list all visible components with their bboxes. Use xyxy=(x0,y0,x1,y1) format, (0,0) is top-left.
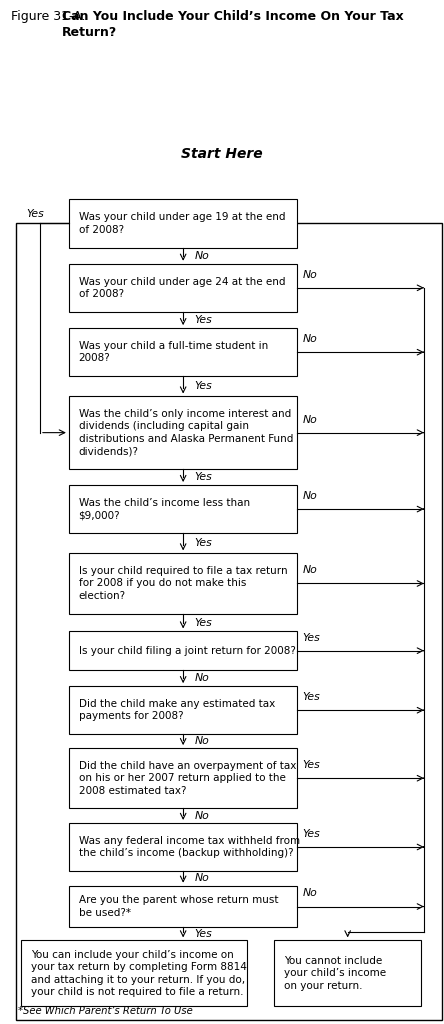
Text: Yes: Yes xyxy=(194,381,212,391)
Text: Is your child required to file a tax return
for 2008 if you do not make this
ele: Is your child required to file a tax ret… xyxy=(79,566,287,601)
Text: Yes: Yes xyxy=(303,829,321,839)
Text: No: No xyxy=(194,736,209,746)
Text: Was the child’s only income interest and
dividends (including capital gain
distr: Was the child’s only income interest and… xyxy=(79,409,293,457)
Text: *See Which Parent’s Return To Use: *See Which Parent’s Return To Use xyxy=(18,1006,193,1016)
Bar xyxy=(69,396,297,469)
Text: Start Here: Start Here xyxy=(181,147,263,161)
Bar xyxy=(69,686,297,734)
Bar xyxy=(69,485,297,534)
Text: Did the child make any estimated tax
payments for 2008?: Did the child make any estimated tax pay… xyxy=(79,699,275,722)
Text: Was the child’s income less than
$9,000?: Was the child’s income less than $9,000? xyxy=(79,498,250,520)
Text: Yes: Yes xyxy=(194,929,212,939)
Bar xyxy=(69,200,297,248)
Text: Yes: Yes xyxy=(194,315,212,325)
Text: No: No xyxy=(194,873,209,884)
Bar xyxy=(69,632,297,670)
Bar xyxy=(69,886,297,928)
Text: Yes: Yes xyxy=(27,209,44,219)
Text: Yes: Yes xyxy=(303,760,321,770)
Text: No: No xyxy=(303,269,317,280)
Text: Yes: Yes xyxy=(303,633,321,643)
Bar xyxy=(69,748,297,808)
Bar xyxy=(69,823,297,871)
Bar xyxy=(69,328,297,376)
Text: Yes: Yes xyxy=(194,472,212,482)
Bar xyxy=(274,940,421,1007)
Text: You cannot include
your child’s income
on your return.: You cannot include your child’s income o… xyxy=(284,956,386,990)
Bar xyxy=(21,940,247,1007)
Bar xyxy=(69,553,297,613)
Text: Was your child a full-time student in
2008?: Was your child a full-time student in 20… xyxy=(79,341,268,364)
Text: Was your child under age 24 at the end
of 2008?: Was your child under age 24 at the end o… xyxy=(79,276,285,299)
Text: Yes: Yes xyxy=(303,692,321,702)
Text: No: No xyxy=(303,492,317,501)
Text: Was your child under age 19 at the end
of 2008?: Was your child under age 19 at the end o… xyxy=(79,212,285,234)
Text: No: No xyxy=(303,334,317,344)
Text: Yes: Yes xyxy=(194,539,212,548)
Text: Did the child have an overpayment of tax
on his or her 2007 return applied to th: Did the child have an overpayment of tax… xyxy=(79,761,296,796)
Text: Yes: Yes xyxy=(194,617,212,628)
Bar xyxy=(69,264,297,312)
Text: No: No xyxy=(303,415,317,425)
Text: Was any federal income tax withheld from
the child’s income (backup withholding): Was any federal income tax withheld from… xyxy=(79,836,300,858)
Text: Is your child filing a joint return for 2008?: Is your child filing a joint return for … xyxy=(79,646,295,655)
Text: No: No xyxy=(194,811,209,820)
Text: No: No xyxy=(303,889,317,898)
Text: You can include your child’s income on
your tax return by completing Form 8814
a: You can include your child’s income on y… xyxy=(31,949,246,997)
Text: No: No xyxy=(194,673,209,683)
Text: Can You Include Your Child’s Income On Your Tax
Return?: Can You Include Your Child’s Income On Y… xyxy=(62,10,404,39)
Text: No: No xyxy=(194,251,209,261)
Bar xyxy=(16,223,442,1020)
Text: Figure 31-A.: Figure 31-A. xyxy=(11,10,90,24)
Text: No: No xyxy=(303,565,317,575)
Text: Are you the parent whose return must
be used?*: Are you the parent whose return must be … xyxy=(79,895,278,918)
